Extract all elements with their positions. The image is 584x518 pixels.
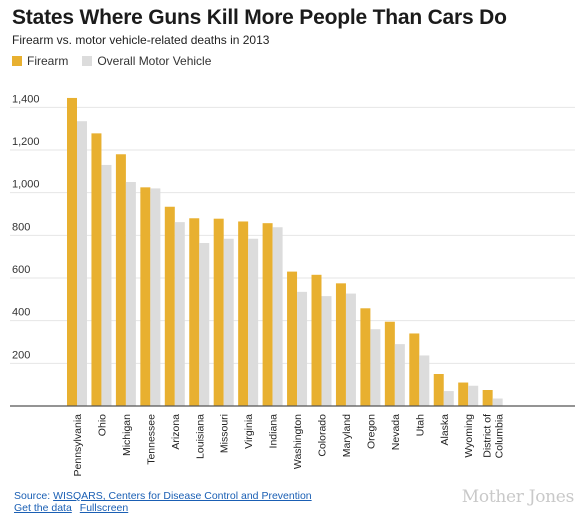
x-tick-label: Alaska (439, 414, 451, 446)
bar-firearm (213, 218, 224, 406)
footer-links: Get the data Fullscreen (14, 502, 312, 514)
bar-motor-vehicle (248, 238, 259, 406)
y-tick-label: 400 (12, 307, 30, 319)
x-tick-label: Nevada (390, 414, 402, 450)
bar-chart: 200 400 600 800 1,000 1,200 1,400 Pennsylvania O… (10, 93, 575, 477)
legend: Firearm Overall Motor Vehicle (12, 54, 225, 68)
source-link[interactable]: WISQARS, Centers for Disease Control and… (53, 490, 312, 502)
x-tick-label: Michigan (121, 414, 133, 456)
bar-motor-vehicle (419, 355, 430, 406)
legend-item-firearm[interactable]: Firearm (12, 54, 68, 68)
bar-firearm (433, 374, 444, 406)
x-tick-label: Pennsylvania (72, 414, 84, 477)
bar-firearm (458, 382, 469, 406)
bar-firearm (189, 218, 200, 406)
bar-motor-vehicle (77, 121, 87, 406)
x-tick-label: Ohio (96, 414, 108, 436)
bar-motor-vehicle (297, 291, 308, 406)
x-tick-label: Oregon (365, 414, 377, 449)
bar-firearm (311, 274, 322, 406)
x-tick-label: Washington (292, 414, 304, 469)
bar-motor-vehicle (345, 293, 356, 406)
bar-firearm (140, 187, 151, 406)
x-tick-label: Louisiana (194, 414, 206, 459)
fullscreen-link[interactable]: Fullscreen (79, 502, 129, 514)
x-tick-label: Wyoming (463, 414, 475, 458)
legend-label-motor-vehicle: Overall Motor Vehicle (97, 54, 212, 68)
bar-firearm (360, 308, 371, 406)
mother-jones-logo: Mother Jones (461, 487, 575, 507)
bar-motor-vehicle (321, 296, 332, 406)
bar-firearm (335, 283, 346, 406)
y-tick-label: 800 (12, 221, 30, 233)
x-tick-label: Tennessee (145, 414, 157, 465)
bar-firearm (482, 390, 493, 406)
x-tick-label: Utah (414, 414, 426, 436)
x-tick-label: District ofColumbia (482, 414, 506, 459)
bar-firearm (384, 321, 395, 406)
bar-motor-vehicle (174, 222, 185, 406)
y-tick-label: 600 (12, 264, 30, 276)
x-tick-label: Indiana (268, 414, 280, 449)
bar-firearm (287, 271, 298, 406)
bar-firearm (409, 333, 420, 406)
bar-motor-vehicle (443, 391, 454, 406)
y-tick-label: 1,400 (12, 93, 40, 105)
bar-firearm (115, 154, 126, 406)
bar-motor-vehicle (101, 164, 112, 406)
bar-firearm (238, 221, 249, 406)
legend-swatch-motor-vehicle (82, 56, 93, 66)
bar-motor-vehicle (468, 385, 479, 406)
y-tick-label: 1,000 (12, 179, 40, 191)
y-tick-label: 1,200 (12, 136, 40, 148)
get-data-link[interactable]: Get the data (14, 502, 72, 514)
chart-title: States Where Guns Kill More People Than … (12, 6, 507, 29)
source-label: Source: (14, 490, 54, 502)
bar-motor-vehicle (125, 182, 136, 406)
y-tick-label: 200 (12, 349, 30, 361)
legend-label-firearm: Firearm (27, 54, 69, 68)
x-tick-label: Missouri (219, 414, 231, 453)
footer: Source: WISQARS, Centers for Disease Con… (14, 490, 312, 514)
bar-motor-vehicle (199, 243, 210, 406)
bar-motor-vehicle (370, 329, 381, 406)
x-tick-label: Colorado (317, 414, 329, 457)
bar-motor-vehicle (150, 188, 161, 406)
x-tick-label: Maryland (341, 414, 353, 457)
legend-swatch-firearm (12, 56, 22, 66)
bar-motor-vehicle (492, 398, 503, 406)
bar-motor-vehicle (272, 227, 283, 406)
bar-firearm (164, 206, 175, 406)
bar-motor-vehicle (223, 238, 234, 406)
bar-firearm (67, 97, 77, 407)
chart-subtitle: Firearm vs. motor vehicle-related deaths… (12, 33, 270, 47)
bar-motor-vehicle (394, 344, 405, 406)
bar-firearm (262, 223, 273, 406)
x-tick-label: Arizona (170, 414, 182, 450)
x-tick-label: Virginia (243, 414, 255, 449)
source-line: Source: WISQARS, Centers for Disease Con… (14, 490, 312, 502)
bar-firearm (91, 133, 102, 407)
legend-item-motor-vehicle[interactable]: Overall Motor Vehicle (82, 54, 211, 68)
